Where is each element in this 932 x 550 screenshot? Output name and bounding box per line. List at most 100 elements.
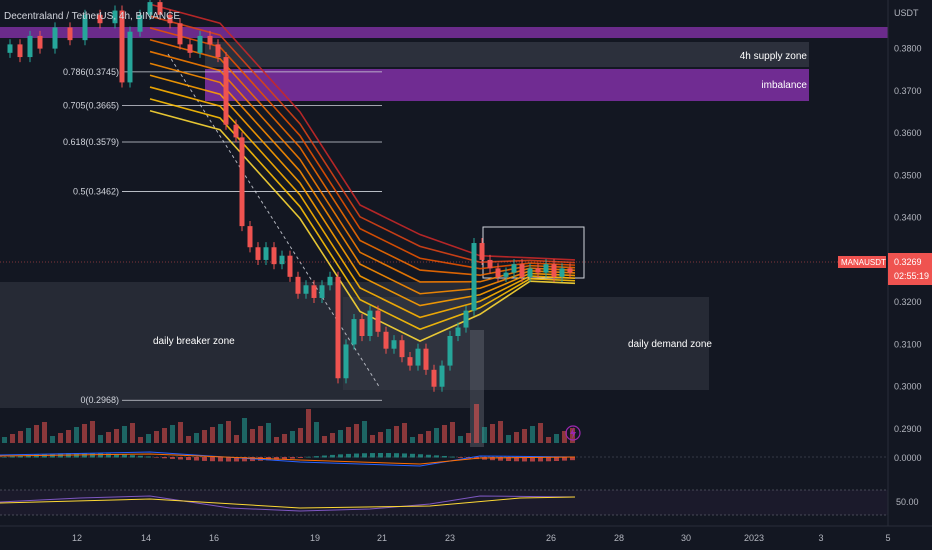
- volume-bar: [146, 434, 151, 443]
- volume-bar: [194, 433, 199, 443]
- macd-histogram-bar: [10, 456, 15, 458]
- rsi-band: [0, 490, 888, 515]
- y-tick-label: 0.3400: [894, 213, 922, 223]
- volume-bar: [426, 431, 431, 443]
- volume-bar: [402, 423, 407, 443]
- volume-bar: [258, 426, 263, 443]
- volume-bar: [210, 427, 215, 443]
- macd-histogram-bar: [210, 457, 215, 462]
- volume-bar: [170, 425, 175, 443]
- macd-histogram-bar: [426, 454, 431, 458]
- rsi-ma-line: [0, 496, 576, 509]
- macd-histogram-bar: [282, 457, 287, 460]
- volume-bar: [482, 427, 487, 443]
- volume-bar: [298, 428, 303, 443]
- volume-bar: [330, 433, 335, 443]
- candle-body: [119, 10, 125, 83]
- macd-histogram-bar: [162, 457, 167, 459]
- fib-level-label: 0.705(0.3665): [63, 101, 119, 111]
- candle-body: [37, 35, 43, 49]
- macd-histogram-bar: [18, 455, 23, 458]
- y-tick-label: 0.3800: [894, 44, 922, 54]
- volume-bar: [138, 437, 143, 443]
- volume-bar: [290, 431, 295, 443]
- macd-histogram-bar: [186, 457, 191, 461]
- symbol-title: Decentraland / TetherUS, 4h, BINANCE: [4, 11, 180, 22]
- x-tick-label: 23: [445, 533, 455, 543]
- macd-histogram-bar: [362, 453, 367, 458]
- volume-bar: [498, 421, 503, 443]
- macd-histogram-bar: [226, 457, 231, 462]
- x-tick-label: 12: [72, 533, 82, 543]
- signal-line: [0, 453, 576, 465]
- macd-histogram-bar: [290, 457, 295, 459]
- macd-histogram-bar: [234, 457, 239, 462]
- candle-body: [239, 137, 245, 227]
- volume-bar: [442, 425, 447, 443]
- imbalance-zone-box: [205, 69, 809, 101]
- volume-bar: [130, 423, 135, 443]
- candle-body: [407, 357, 413, 366]
- rsi-tick-label: 50.00: [896, 497, 919, 507]
- volume-bar: [394, 426, 399, 443]
- candle-body: [551, 264, 557, 277]
- volume-bar: [74, 427, 79, 443]
- volume-bar: [202, 430, 207, 443]
- price-tag-countdown: 02:55:19: [894, 271, 929, 281]
- x-tick-label: 21: [377, 533, 387, 543]
- macd-histogram-bar: [178, 457, 183, 460]
- candle-body: [463, 310, 469, 328]
- macd-histogram-bar: [306, 456, 311, 458]
- candle-body: [319, 285, 325, 298]
- candle-body: [67, 27, 73, 41]
- macd-histogram-bar: [122, 454, 127, 458]
- imbalance-label: imbalance: [761, 80, 807, 91]
- volume-bar: [434, 428, 439, 443]
- volume-bar: [218, 424, 223, 443]
- volume-bar: [66, 430, 71, 443]
- volume-bar: [410, 437, 415, 443]
- macd-pane: [0, 451, 888, 467]
- x-tick-label: 19: [310, 533, 320, 543]
- fib-level-label: 0.618(0.3579): [63, 137, 119, 147]
- volume-bar: [266, 423, 271, 443]
- candle-body: [295, 276, 301, 294]
- candle-body: [52, 27, 58, 49]
- volume-bar: [274, 437, 279, 443]
- candle-body: [127, 31, 133, 83]
- candle-body: [503, 272, 509, 277]
- macd-histogram-bar: [154, 457, 159, 458]
- macd-histogram-bar: [434, 455, 439, 458]
- macd-histogram-bar: [218, 457, 223, 462]
- macd-histogram-bar: [458, 457, 463, 458]
- candle-body: [383, 331, 389, 349]
- alert-lightning-icon[interactable]: [565, 425, 581, 441]
- y-tick-label: 0.3200: [894, 297, 922, 307]
- macd-histogram-bar: [442, 455, 447, 458]
- candle-body: [327, 276, 333, 286]
- volume-bar: [554, 434, 559, 443]
- macd-histogram-bar: [298, 457, 303, 458]
- macd-histogram-bar: [170, 457, 175, 459]
- volume-bar: [466, 433, 471, 443]
- volume-bar: [346, 427, 351, 443]
- volume-bar: [506, 435, 511, 443]
- symbol-tag: MANAUSDT: [841, 258, 886, 267]
- volume-bar: [10, 434, 15, 443]
- x-tick-label: 26: [546, 533, 556, 543]
- candle-body: [147, 2, 153, 15]
- lightning-glyph: [570, 427, 576, 439]
- volume-bar: [2, 437, 7, 443]
- candle-body: [223, 57, 229, 125]
- volume-bar: [114, 429, 119, 443]
- volume-highlight-column: [470, 330, 484, 447]
- macd-histogram-bar: [194, 457, 199, 461]
- macd-histogram-bar: [514, 457, 519, 462]
- candle-body: [187, 44, 193, 53]
- candle-body: [343, 344, 349, 379]
- y-tick-label: 0.3700: [894, 86, 922, 96]
- volume-bar: [50, 436, 55, 443]
- candle-body: [137, 14, 143, 32]
- volume-bar: [34, 425, 39, 443]
